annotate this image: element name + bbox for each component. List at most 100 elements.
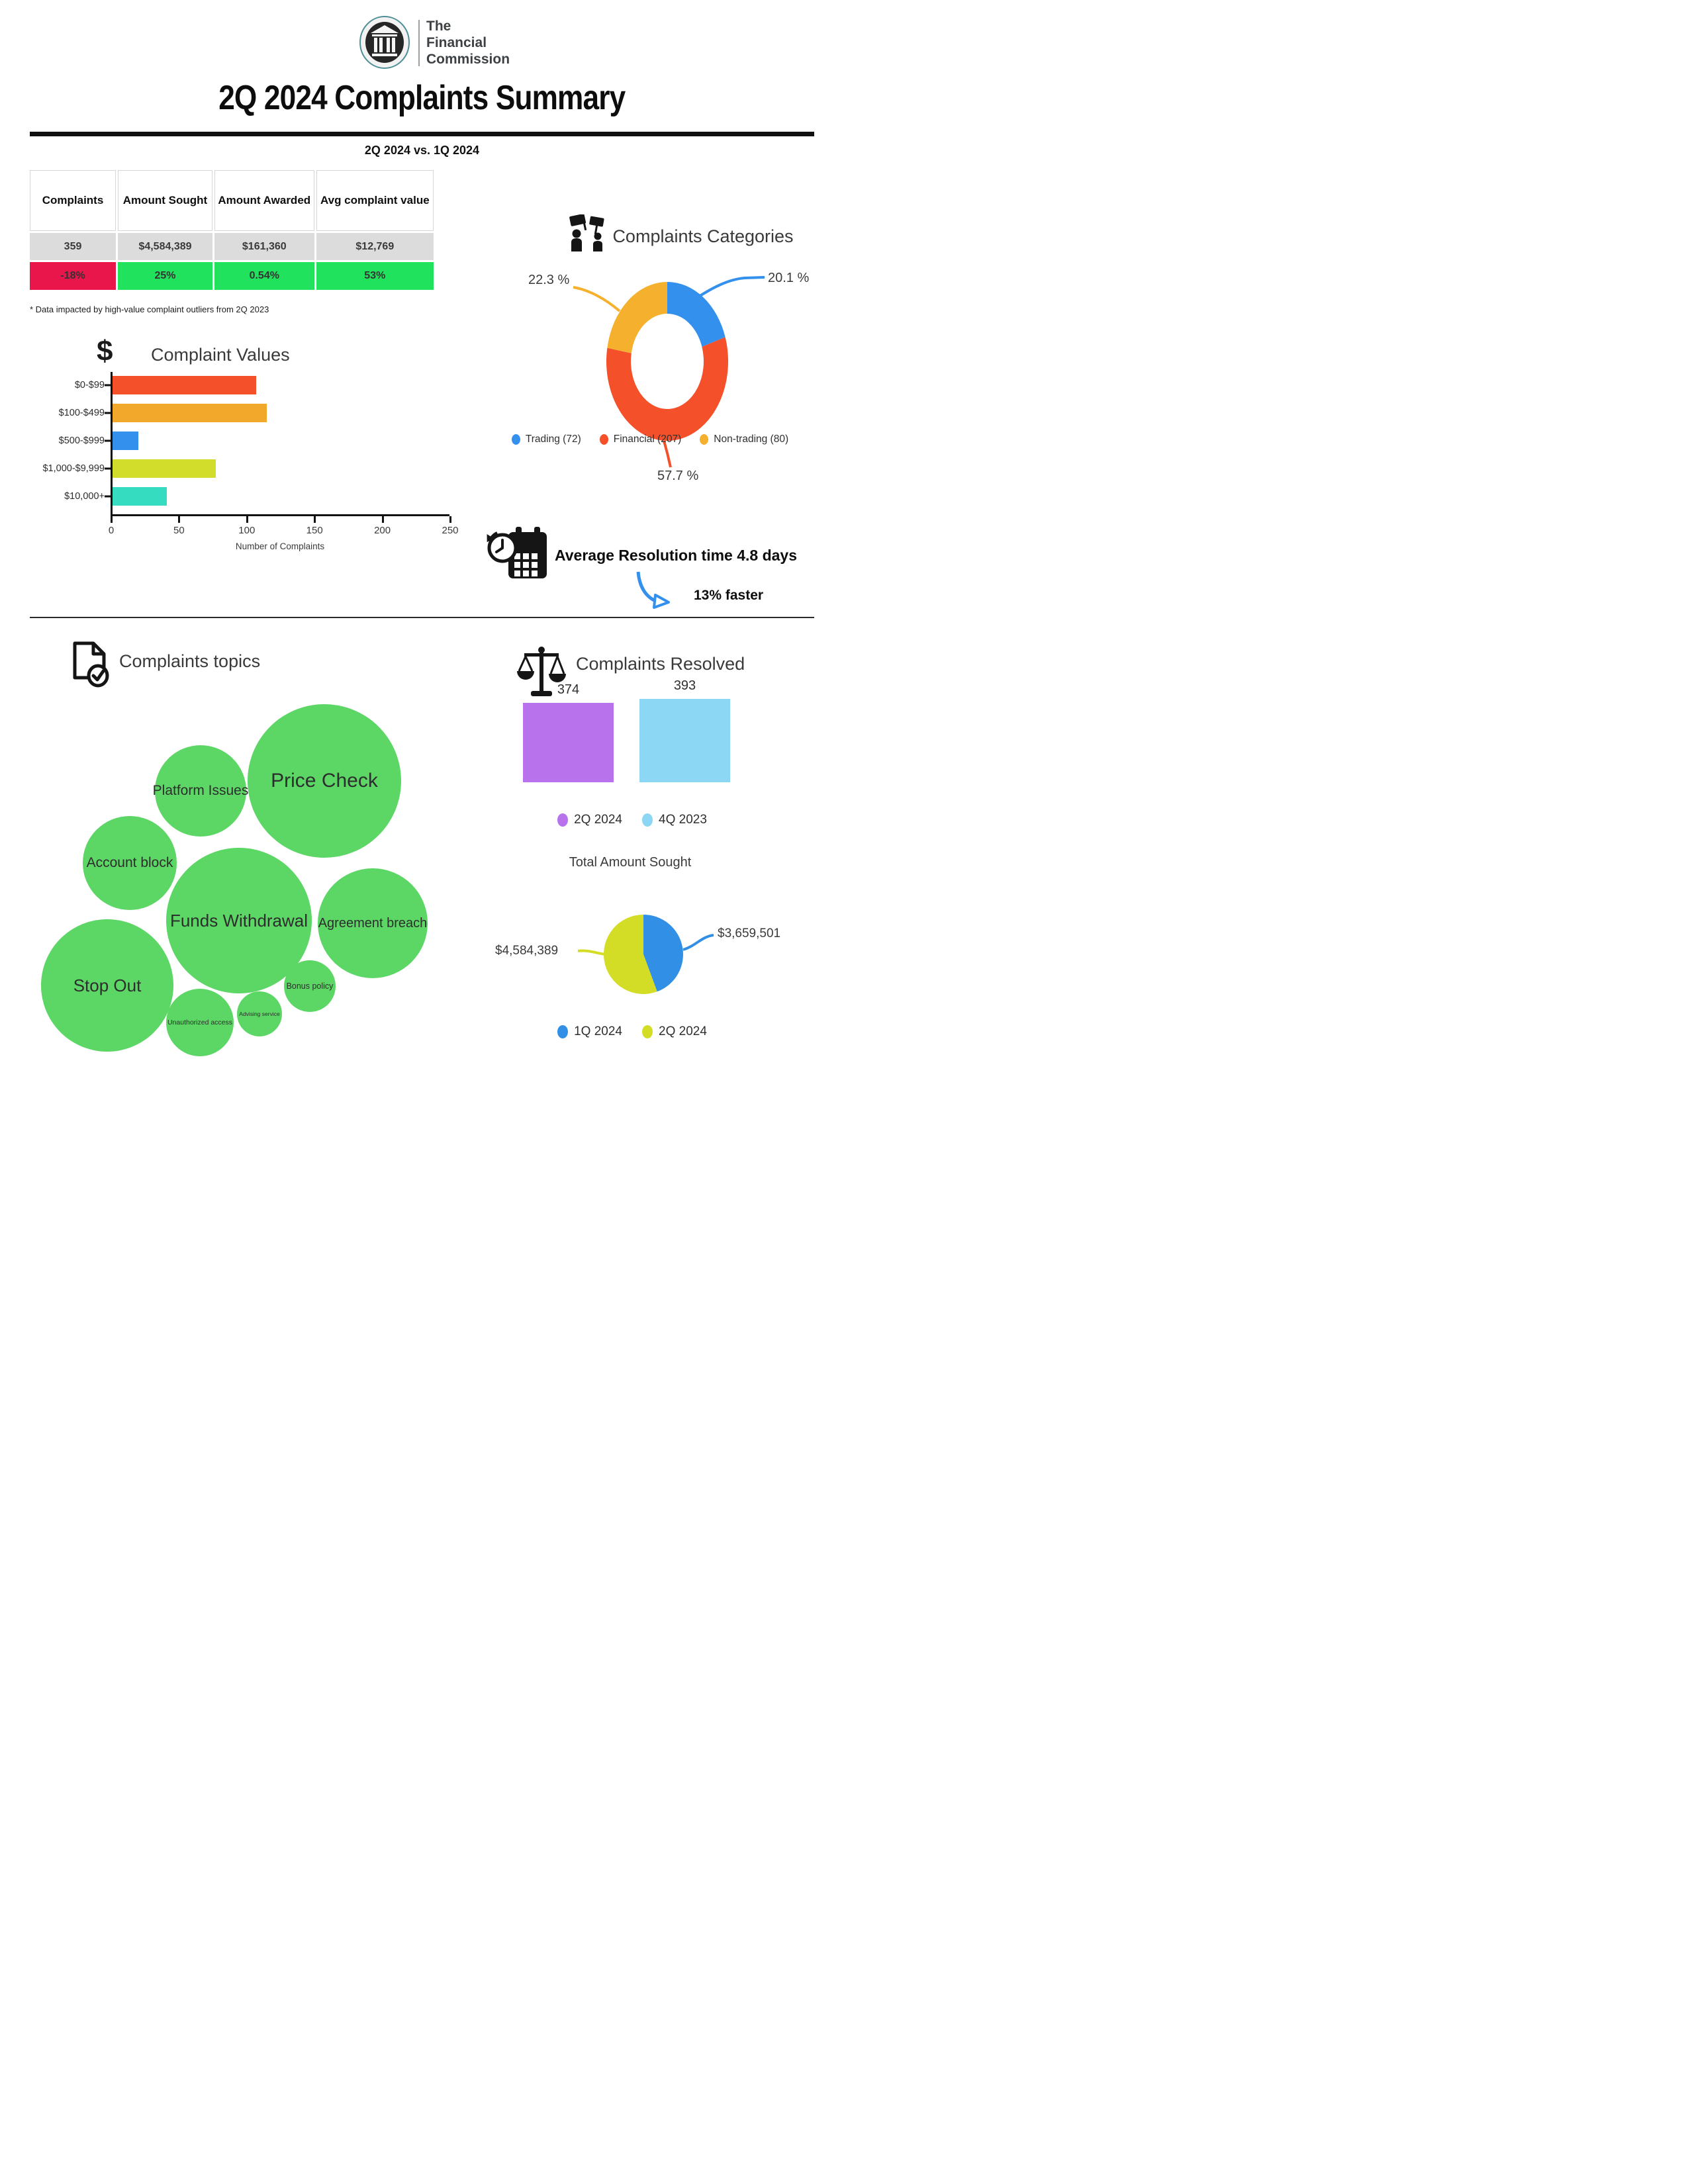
legend-label: 4Q 2023 bbox=[659, 813, 707, 827]
topic-bubble-label: Platform Issues bbox=[152, 783, 249, 798]
legend-item: 4Q 2023 bbox=[642, 813, 707, 827]
slice-financial-207- bbox=[606, 337, 729, 441]
page-title: 2Q 2024 Complaints Summary bbox=[218, 79, 626, 117]
leader-line-financial bbox=[663, 440, 672, 468]
leader-line-trading bbox=[690, 276, 765, 302]
legend-label: Trading (72) bbox=[525, 433, 581, 445]
x-tick bbox=[449, 516, 451, 523]
table-header-amount-awarded: Amount Awarded bbox=[214, 170, 314, 231]
topic-bubble-label: Agreement breach bbox=[318, 915, 428, 931]
logo-wordmark: The Financial Commission bbox=[426, 18, 510, 68]
logo-line-3: Commission bbox=[426, 52, 510, 67]
legend-dot bbox=[511, 434, 520, 445]
bar bbox=[639, 699, 730, 782]
legend-dot bbox=[642, 1025, 653, 1038]
logo-line-1: The bbox=[426, 19, 451, 34]
slice-non-trading-80- bbox=[607, 282, 667, 353]
x-tick bbox=[178, 516, 181, 523]
faster-arrow-icon bbox=[636, 571, 670, 609]
bar bbox=[113, 432, 138, 450]
bar bbox=[113, 459, 216, 478]
title-rule bbox=[30, 132, 814, 136]
x-tick-label: 150 bbox=[306, 525, 323, 536]
pie-slices bbox=[603, 915, 683, 994]
y-tick bbox=[105, 495, 111, 498]
complaints-topics-title: Complaints topics bbox=[119, 651, 261, 671]
slice-1q-2024 bbox=[643, 915, 683, 992]
scales-icon bbox=[517, 647, 566, 696]
bar-category-label: $0-$99 bbox=[74, 380, 105, 390]
logo-line-2: Financial bbox=[426, 35, 487, 50]
legend-label: Non-trading (80) bbox=[714, 433, 789, 445]
topic-bubble-label: Funds Withdrawal bbox=[169, 910, 308, 931]
x-tick-label: 100 bbox=[238, 525, 256, 536]
topic-bubble-stop-out: Stop Out bbox=[41, 919, 173, 1052]
bar-category-label: $100-$499 bbox=[58, 408, 105, 418]
resolution-badge: 13% faster bbox=[694, 588, 764, 603]
financial-commission-seal-icon bbox=[359, 16, 410, 69]
table-value-complaints: 359 bbox=[30, 233, 117, 260]
legend-item: 2Q 2024 bbox=[642, 1024, 707, 1039]
topic-bubble-agreement-breach: Agreement breach bbox=[318, 868, 428, 978]
slice-2q-2024 bbox=[603, 915, 657, 994]
x-axis-label: Number of Complaints bbox=[235, 541, 325, 551]
legend-label: 2Q 2024 bbox=[574, 813, 622, 827]
table-header-complaints: Complaints bbox=[30, 170, 117, 231]
x-axis bbox=[111, 514, 449, 516]
table-value-amount-awarded: $161,360 bbox=[214, 233, 314, 260]
x-tick-label: 250 bbox=[442, 525, 459, 536]
legend-label: 2Q 2024 bbox=[659, 1024, 707, 1038]
bar-category-label: $1,000-$9,999 bbox=[42, 463, 105, 474]
protest-people-icon bbox=[569, 214, 604, 251]
slice-trading-72- bbox=[667, 282, 726, 347]
legend-dot bbox=[557, 813, 569, 827]
section-divider bbox=[30, 617, 814, 618]
table-value-avg-value: $12,769 bbox=[316, 233, 434, 260]
bar bbox=[113, 404, 267, 422]
table-change-amount-sought: 25% bbox=[118, 262, 212, 290]
bar bbox=[523, 703, 614, 782]
complaints-categories-donut bbox=[573, 276, 765, 468]
complaint-values-title: Complaint Values bbox=[151, 345, 290, 365]
logo-divider bbox=[418, 20, 420, 66]
x-tick bbox=[381, 516, 384, 523]
dollar-icon: $ bbox=[97, 335, 113, 367]
legend-dot bbox=[642, 813, 653, 827]
comparison-table: Complaints Amount Sought Amount Awarded … bbox=[30, 170, 434, 290]
document-check-icon bbox=[73, 641, 109, 688]
legend-dot bbox=[557, 1025, 569, 1038]
topic-bubble-funds-withdrawal: Funds Withdrawal bbox=[166, 848, 312, 993]
total-amount-sought-title: Total Amount Sought bbox=[569, 855, 692, 870]
complaints-resolved-title: Complaints Resolved bbox=[576, 654, 745, 674]
topic-bubble-label: Stop Out bbox=[73, 975, 142, 995]
complaints-resolved-chart: 374 393 bbox=[516, 675, 748, 782]
x-tick-label: 50 bbox=[173, 525, 185, 536]
topic-bubble-account-block: Account block bbox=[83, 816, 177, 910]
pct-label-non-trading: 22.3 % bbox=[528, 273, 570, 287]
legend-label: Financial (207) bbox=[613, 433, 682, 445]
topic-bubble-platform-issues: Platform Issues bbox=[152, 745, 249, 837]
donut-slices bbox=[606, 282, 729, 441]
topic-bubble-label: Unauthorized access bbox=[167, 1019, 233, 1026]
table-value-amount-sought: $4,584,389 bbox=[118, 233, 212, 260]
table-header-amount-sought: Amount Sought bbox=[118, 170, 212, 231]
legend-item: 2Q 2024 bbox=[557, 813, 622, 827]
x-tick bbox=[314, 516, 316, 523]
x-tick-label: 0 bbox=[108, 525, 115, 536]
complaints-categories-title: Complaints Categories bbox=[612, 226, 794, 246]
y-tick bbox=[105, 412, 111, 414]
amount-label-1q: $3,659,501 bbox=[718, 927, 781, 940]
x-tick bbox=[111, 516, 113, 523]
y-tick bbox=[105, 439, 111, 442]
legend-label: 1Q 2024 bbox=[574, 1024, 622, 1038]
complaints-topics-bubble-chart: Platform Issues Price Check Account block F… bbox=[26, 699, 457, 1060]
categories-legend: Trading (72) Financial (207) Non-trading (… bbox=[504, 433, 796, 445]
bar-category-label: $500-$999 bbox=[58, 435, 105, 446]
pct-label-trading: 20.1 % bbox=[768, 271, 810, 285]
resolved-bar-4q-2023: 393 bbox=[639, 675, 730, 782]
topic-bubble-label: Price Check bbox=[271, 770, 378, 792]
legend-dot bbox=[599, 434, 608, 445]
resolution-time-icon bbox=[487, 527, 547, 578]
total-amount-sought-pie bbox=[603, 915, 683, 994]
table-change-complaints: -18% bbox=[30, 262, 117, 290]
